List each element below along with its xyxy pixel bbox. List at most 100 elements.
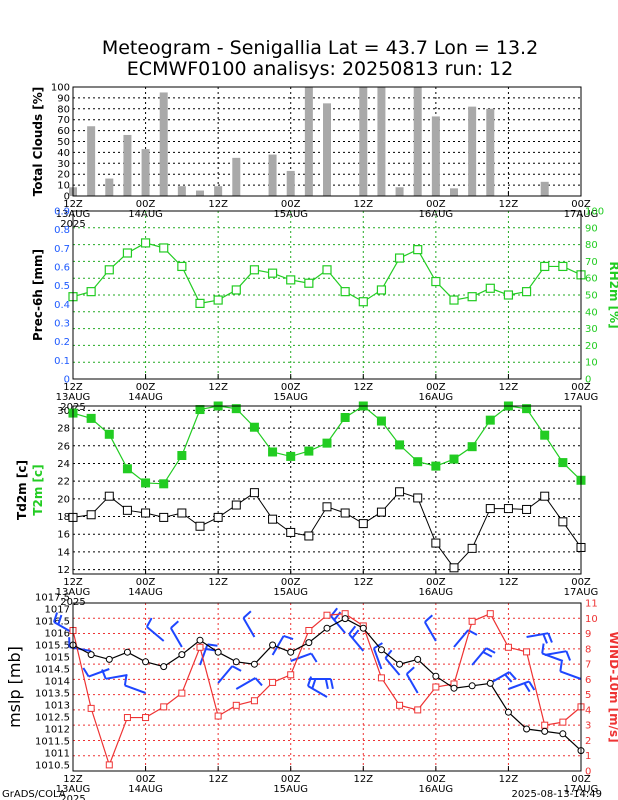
t2m-point <box>449 454 459 464</box>
y-tick-label: 20 <box>57 494 70 505</box>
mslp-point <box>559 730 567 738</box>
wind-barb <box>405 673 419 694</box>
wind-barb <box>124 684 146 694</box>
wind-barb <box>88 668 110 678</box>
mslp-point <box>196 636 204 644</box>
panel-frame <box>72 86 582 197</box>
td2m-point <box>286 527 296 537</box>
wind-barb-feather <box>523 682 531 693</box>
precip-tick-label: 0.8 <box>54 225 70 236</box>
wind-point <box>468 617 476 625</box>
wind-barb-feather <box>485 647 496 654</box>
wind-barb <box>348 633 365 652</box>
panel-frame <box>72 210 582 380</box>
y-tick-label: 30 <box>57 159 70 170</box>
td2m-point <box>340 508 350 518</box>
wind-barb <box>169 627 183 648</box>
mslp-tick-label: 1013.5 <box>35 689 70 700</box>
x-tick-label: 12Z <box>499 577 519 588</box>
mslp-point <box>305 639 313 647</box>
mslp-point <box>232 658 240 666</box>
mslp-point <box>178 651 186 659</box>
wind-series-line <box>72 612 582 767</box>
wind-barb <box>471 647 488 666</box>
x-tick-date: 16AUG <box>419 209 454 220</box>
rh-point <box>394 253 405 263</box>
td2m-point <box>104 491 114 501</box>
wind-barb-feather <box>424 614 433 623</box>
wind-tick-label: 1 <box>585 751 591 762</box>
title-line-2: ECMWF0100 analisys: 20250813 run: 12 <box>127 58 513 80</box>
x-tick-date: 16AUG <box>419 587 454 598</box>
td2m-point <box>467 543 477 553</box>
wind-barb-feather <box>547 632 553 643</box>
rh-point <box>304 278 314 288</box>
rh-point <box>195 298 205 308</box>
y-axis-title: Td2m [c] <box>15 460 29 520</box>
wind-barb <box>146 626 165 642</box>
td2m-point <box>213 512 223 522</box>
x-tick-label: 00Z <box>426 199 446 210</box>
mslp-point <box>214 648 222 656</box>
precip-tick-label: 0.2 <box>54 337 70 348</box>
mslp-point <box>142 658 150 666</box>
mslp-point <box>468 682 476 690</box>
wind-barb-feather <box>311 678 317 689</box>
cloud-bar <box>395 187 404 196</box>
y-axis-title: mslp [mb] <box>5 646 24 728</box>
wind-point <box>250 697 258 705</box>
wind-barb-feather <box>508 671 517 681</box>
y-tick-label: 90 <box>57 93 70 104</box>
mslp-tick-label: 1010.5 <box>35 761 70 772</box>
rh-tick-label: 90 <box>585 223 598 234</box>
wind-barb-feather <box>482 651 493 658</box>
y-tick-label: 10 <box>57 181 70 192</box>
x-tick-date: 13AUG <box>56 587 91 598</box>
mslp-point <box>160 663 168 671</box>
x-tick-label: 00Z <box>281 199 301 210</box>
wind-point <box>87 704 95 712</box>
td2m-point <box>558 517 568 527</box>
rh-point <box>86 287 96 297</box>
x-tick-date: 17AUG <box>564 587 599 598</box>
td2m-point <box>322 502 332 512</box>
cloud-bar <box>123 134 132 196</box>
cloud-bar <box>450 188 458 196</box>
x-tick-date: 17AUG <box>564 784 599 795</box>
mslp-point <box>87 651 95 659</box>
t2m-point <box>340 412 350 422</box>
t2m-point <box>286 451 296 461</box>
y-tick-label: 20 <box>57 170 70 181</box>
x-tick-label: 12Z <box>353 199 373 210</box>
mslp-point <box>523 725 531 733</box>
wind-barb-feather <box>123 675 128 686</box>
wind-barb <box>559 670 582 680</box>
wind-barb-feather <box>101 669 107 680</box>
wind-barb <box>271 635 285 656</box>
wind-tick-label: 11 <box>585 599 598 610</box>
cloud-bar <box>177 186 186 196</box>
y-tick-label: 12 <box>57 565 70 576</box>
mslp-point <box>287 648 295 656</box>
x-tick-label: 12Z <box>208 382 228 393</box>
x-tick-date: 13AUG <box>56 784 91 795</box>
td2m-point <box>268 514 278 524</box>
precip-tick-label: 0.3 <box>54 319 70 330</box>
td2m-point <box>159 512 169 522</box>
wind-barb-feather <box>310 652 318 663</box>
mslp-point <box>504 708 512 716</box>
y-axis-title: Total Clouds [%] <box>31 87 45 197</box>
precip-tick-label: 0.6 <box>54 263 70 274</box>
t2m-point <box>177 451 187 461</box>
y-tick-label: 70 <box>57 115 70 126</box>
td2m-point <box>122 505 132 515</box>
td2m-point <box>540 491 550 501</box>
wind-barb <box>453 629 469 648</box>
rh-point <box>449 295 459 305</box>
cloud-bar <box>359 87 368 196</box>
rh-point <box>358 297 368 307</box>
cloud-bar <box>196 190 204 196</box>
t2m-point <box>104 429 114 439</box>
td2m-point <box>413 493 423 503</box>
wind-barb <box>489 671 510 684</box>
